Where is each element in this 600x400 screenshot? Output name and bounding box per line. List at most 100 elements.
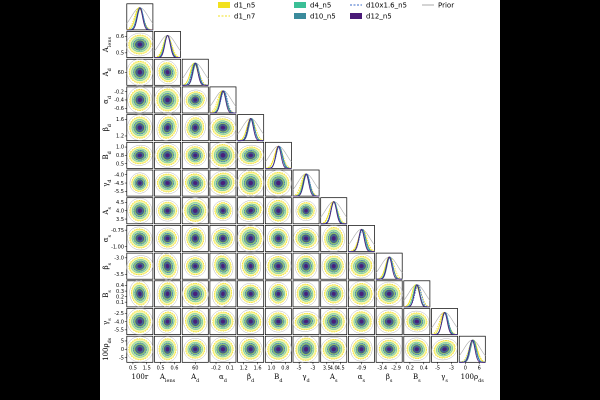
prior-contour xyxy=(349,309,374,334)
marginal-curve xyxy=(320,201,347,225)
corner-plot-figure: d1_n5 d1_n7 d4_n5 d10_n5 d10x1.6_n5 d12_n5 Pri… xyxy=(100,0,500,400)
y-tick-label: 0.2 xyxy=(116,294,124,300)
prior-contour xyxy=(126,255,154,277)
contour-dashed xyxy=(132,342,147,356)
contour-dashed xyxy=(267,256,290,277)
contour-dashed xyxy=(214,202,232,220)
contour-dashed xyxy=(189,343,202,355)
panels xyxy=(126,3,486,364)
legend-label: d1_n7 xyxy=(234,12,255,20)
contour-inner xyxy=(193,264,198,268)
contour-panel xyxy=(237,141,265,169)
contour-dashed xyxy=(129,228,151,249)
contour-inner xyxy=(276,236,281,241)
contour-panel xyxy=(181,86,209,114)
contour-dashed xyxy=(324,226,344,250)
contour-panel xyxy=(126,141,154,169)
contour-dashed xyxy=(327,343,341,356)
x-axis-label: Bs xyxy=(413,373,421,384)
contour-inner xyxy=(414,319,419,324)
contour-panel xyxy=(292,197,320,225)
contour-panel xyxy=(181,225,209,252)
y-tick-label: -4.5 xyxy=(114,181,124,187)
prior-contour xyxy=(268,282,289,306)
contour-panel xyxy=(181,141,209,169)
contour-inner xyxy=(192,291,198,297)
contour-dashed xyxy=(410,316,424,327)
contour-dashed xyxy=(189,260,201,272)
contour-panel xyxy=(126,114,154,142)
prior-contour xyxy=(126,336,154,363)
contour-dashed xyxy=(162,120,174,135)
contour-panel xyxy=(209,141,237,169)
prior-contour xyxy=(183,171,208,195)
x-tick-label: 60 xyxy=(192,366,198,372)
y-axis-label: γd xyxy=(102,179,113,187)
prior-contour xyxy=(183,308,208,335)
contour-dashed xyxy=(268,228,288,249)
contour-panel xyxy=(126,197,154,225)
marginal-curve xyxy=(320,201,347,225)
y-tick-label: 0.1 xyxy=(116,300,124,306)
contour-dashed xyxy=(161,232,174,244)
legend-entry: d12_n5 xyxy=(350,12,392,20)
contour-dashed xyxy=(216,315,230,328)
y-tick-label: 4.0 xyxy=(116,208,124,214)
contour-panel xyxy=(237,169,265,197)
x-tick-label: -5 xyxy=(297,366,302,372)
contour-panel xyxy=(348,308,375,335)
legend-entry: d10x1.6_n5 xyxy=(350,1,407,9)
prior-contour xyxy=(238,309,264,334)
y-axis-label: Bs xyxy=(102,290,113,298)
contour-inner xyxy=(304,263,308,269)
contour-dashed xyxy=(300,259,312,273)
prior-contour xyxy=(209,116,237,139)
prior-contour xyxy=(182,280,209,307)
marginal-curve xyxy=(348,228,375,252)
contour-inner xyxy=(137,236,143,241)
legend-swatch xyxy=(294,13,306,19)
contour-dashed xyxy=(133,121,147,135)
contour-panel xyxy=(264,335,292,363)
contour-inner xyxy=(304,208,308,213)
contour-panel xyxy=(154,141,181,169)
marginal-curve xyxy=(154,34,181,58)
contour-inner xyxy=(137,208,142,213)
y-axis-label: αd xyxy=(102,95,113,104)
contour-inner xyxy=(359,264,364,269)
contour-inner xyxy=(193,319,198,324)
contour-dashed xyxy=(352,339,371,360)
contour-inner xyxy=(248,236,253,241)
contour-panel xyxy=(264,280,292,308)
contour-panel xyxy=(126,58,154,86)
prior-contour xyxy=(156,227,179,250)
prior-contour xyxy=(209,170,237,196)
contour-dashed xyxy=(243,150,258,161)
contour-panel xyxy=(320,224,348,253)
contour-dashed xyxy=(185,339,206,359)
marginal-curve xyxy=(265,145,292,169)
marginal-curve xyxy=(431,311,458,335)
diagonal-panel xyxy=(209,86,237,114)
contour-panel xyxy=(209,197,237,225)
marginal-curve xyxy=(265,145,292,169)
x-tick-label: -2.9 xyxy=(391,366,401,372)
contour-dashed xyxy=(216,121,230,134)
x-axis-label: αs xyxy=(358,373,366,384)
prior-contour xyxy=(156,309,179,334)
contour-inner xyxy=(221,291,225,297)
contour-panel xyxy=(264,169,292,197)
contour-inner xyxy=(303,319,309,324)
contour-inner xyxy=(331,319,337,324)
contour-inner xyxy=(165,97,170,103)
marginal-curve xyxy=(293,173,320,197)
marginal-curve xyxy=(403,284,430,308)
contour-dashed xyxy=(133,232,147,245)
contour-dashed xyxy=(268,199,289,222)
prior-contour xyxy=(320,337,347,362)
y-tick-label: -3.5 xyxy=(114,272,124,278)
x-tick-label: 1.2 xyxy=(240,366,248,372)
contour-inner xyxy=(137,125,143,130)
marginal-curve xyxy=(459,339,486,363)
contour-inner xyxy=(137,153,143,158)
